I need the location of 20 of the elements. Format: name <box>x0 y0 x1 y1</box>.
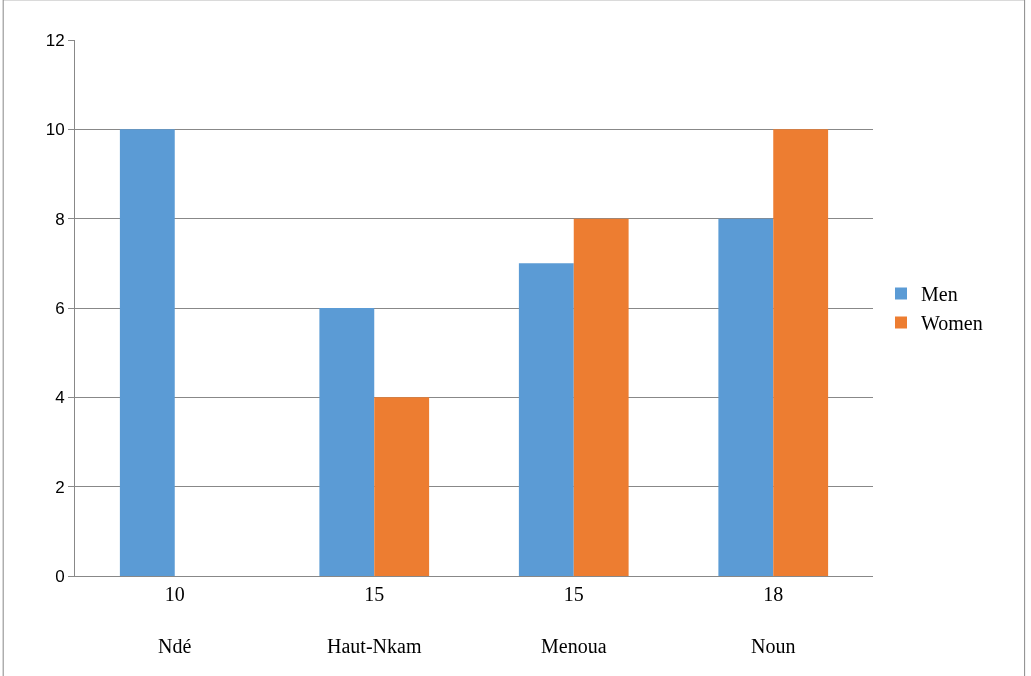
bar <box>718 218 774 576</box>
y-tick-label: 4 <box>55 388 65 408</box>
legend-label: Women <box>920 312 983 335</box>
y-tick-label: 0 <box>55 566 65 586</box>
category-label: 18 Noun <box>751 583 796 657</box>
bar <box>119 129 175 576</box>
bar <box>374 397 430 576</box>
bar <box>319 308 375 576</box>
y-tick-label: 8 <box>55 209 65 229</box>
y-tick-label: 12 <box>45 30 65 50</box>
bar <box>773 129 829 576</box>
y-tick-label: 6 <box>55 298 65 318</box>
legend-label: Men <box>920 283 958 306</box>
category-label: 15 Haut-Nkam <box>327 583 422 657</box>
y-tick-label: 10 <box>45 120 65 140</box>
category-label: 10 Ndé <box>158 583 192 657</box>
bar <box>573 218 629 576</box>
category-label: 15 Menoua <box>540 583 607 657</box>
y-tick-label: 2 <box>55 477 65 497</box>
bar <box>518 263 574 576</box>
